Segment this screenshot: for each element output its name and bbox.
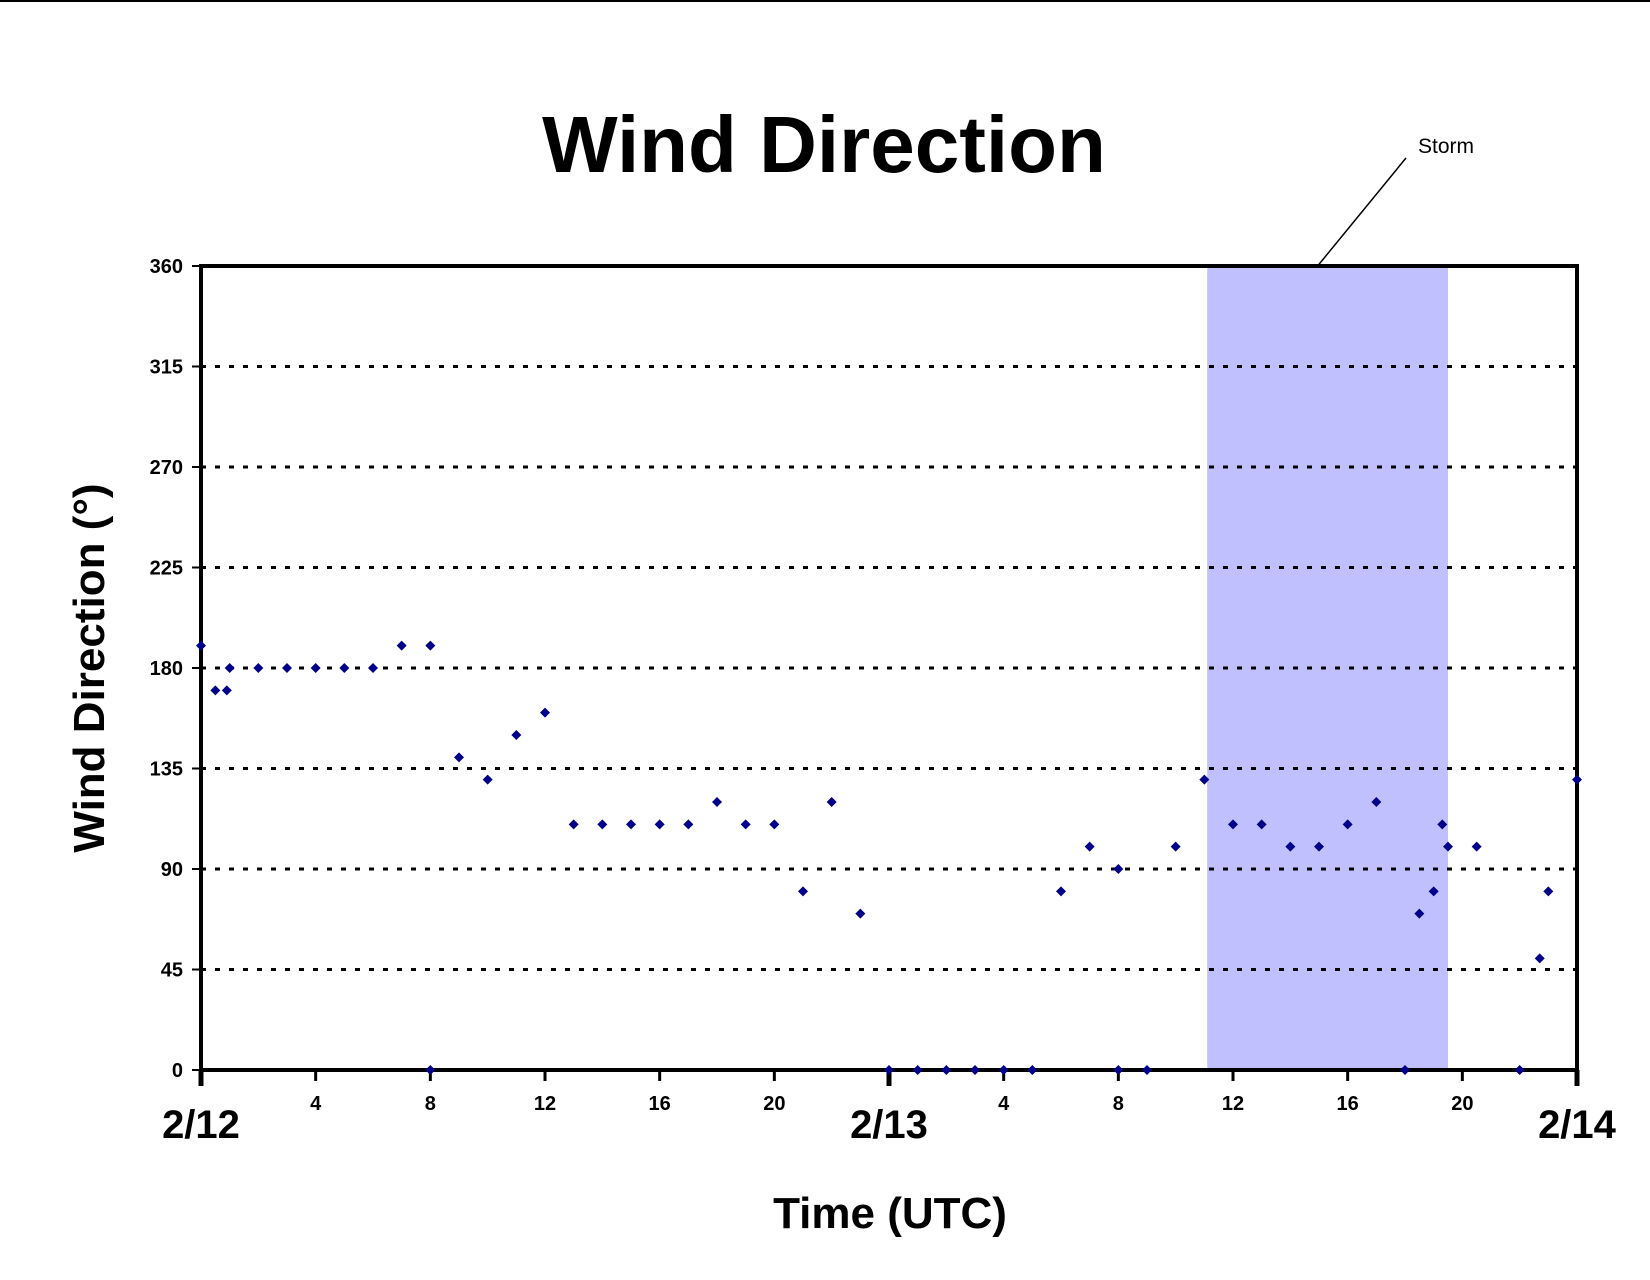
storm-leader-line: [1317, 157, 1407, 267]
data-point: [1342, 819, 1353, 830]
storm-label: Storm: [1418, 135, 1474, 158]
data-point: [368, 663, 378, 673]
data-point: [454, 752, 464, 763]
data-point: [1314, 841, 1324, 852]
data-point: [1471, 841, 1482, 852]
x-tick-label: 20: [1451, 1093, 1473, 1115]
data-point: [1543, 886, 1554, 897]
y-tick-label: 0: [172, 1060, 183, 1082]
data-point: [210, 685, 221, 696]
data-point: [482, 774, 493, 785]
data-points: [196, 640, 1582, 1075]
data-point: [1228, 819, 1238, 830]
data-point: [683, 819, 694, 830]
data-point: [769, 819, 780, 830]
data-point: [196, 640, 206, 651]
data-point: [1400, 1065, 1410, 1075]
data-point: [1534, 953, 1545, 964]
data-point: [1256, 819, 1267, 830]
y-axis-title: Wind Direction (°): [65, 483, 114, 852]
data-point: [1142, 1065, 1152, 1075]
x-tick-label: 8: [425, 1093, 436, 1115]
x-tick-label: 4: [998, 1093, 1010, 1115]
data-point: [1027, 1065, 1038, 1075]
data-point: [941, 1065, 952, 1075]
data-point: [540, 707, 550, 718]
y-tick-label: 225: [150, 558, 183, 580]
x-tick-label: 4: [310, 1093, 322, 1115]
x-tick-label: 8: [1113, 1093, 1124, 1115]
storm-shade-layer: Storm: [1207, 135, 1474, 1070]
data-point: [1084, 841, 1095, 852]
data-point: [970, 1065, 980, 1075]
x-tick-label: 20: [763, 1093, 785, 1115]
x-tick-label: 16: [1337, 1093, 1359, 1115]
axis-layer: 0 45 90 135 180 225 270 315 360 4 8 12 16 20 4 8 12 16 20 2…: [150, 256, 1617, 1147]
data-point: [740, 819, 751, 830]
x-axis-title: Time (UTC): [773, 1189, 1007, 1238]
data-point: [1437, 819, 1448, 830]
data-point: [654, 819, 665, 830]
data-point: [339, 663, 350, 673]
data-point: [798, 886, 808, 897]
data-point: [998, 1065, 1009, 1075]
data-point: [826, 797, 837, 807]
data-point: [1285, 841, 1296, 852]
y-tick-label: 180: [150, 658, 183, 680]
data-point: [224, 663, 235, 673]
x-date-label: 2/12: [162, 1103, 240, 1147]
y-tick-label: 90: [161, 859, 183, 881]
x-tick-label: 16: [649, 1093, 671, 1115]
data-point: [1113, 864, 1124, 874]
data-point: [282, 663, 292, 673]
data-point: [855, 908, 866, 919]
data-point: [1056, 886, 1066, 897]
data-point: [626, 819, 636, 830]
chart-title: Wind Direction: [542, 100, 1106, 189]
y-tick-label: 135: [150, 759, 183, 781]
data-point: [253, 663, 264, 673]
grid-layer: [201, 365, 1577, 971]
data-point: [1113, 1065, 1124, 1075]
y-tick-label: 360: [150, 256, 183, 278]
y-tick-label: 270: [150, 457, 183, 479]
y-tick-label: 45: [161, 960, 183, 982]
y-tick-label: 315: [150, 357, 183, 379]
data-point: [1443, 841, 1453, 852]
data-point: [597, 819, 608, 830]
x-tick-label: 12: [1222, 1093, 1244, 1115]
data-point: [310, 663, 321, 673]
data-point: [221, 685, 232, 696]
data-point: [1170, 841, 1181, 852]
storm-shade: [1207, 266, 1448, 1070]
data-point: [396, 640, 407, 651]
data-point: [1414, 908, 1425, 919]
x-date-label: 2/13: [850, 1103, 928, 1147]
data-point: [568, 819, 579, 830]
data-point: [712, 797, 722, 807]
x-tick-label: 12: [534, 1093, 556, 1115]
data-point: [912, 1065, 923, 1075]
data-point: [1371, 797, 1382, 807]
data-point: [511, 730, 522, 740]
data-point: [884, 1065, 894, 1075]
data-point: [425, 640, 436, 651]
data-point: [425, 1065, 436, 1075]
data-point: [1428, 886, 1439, 897]
data-point: [1572, 774, 1582, 785]
data-point: [1199, 774, 1210, 785]
x-date-label: 2/14: [1538, 1103, 1617, 1147]
data-point: [1514, 1065, 1525, 1075]
